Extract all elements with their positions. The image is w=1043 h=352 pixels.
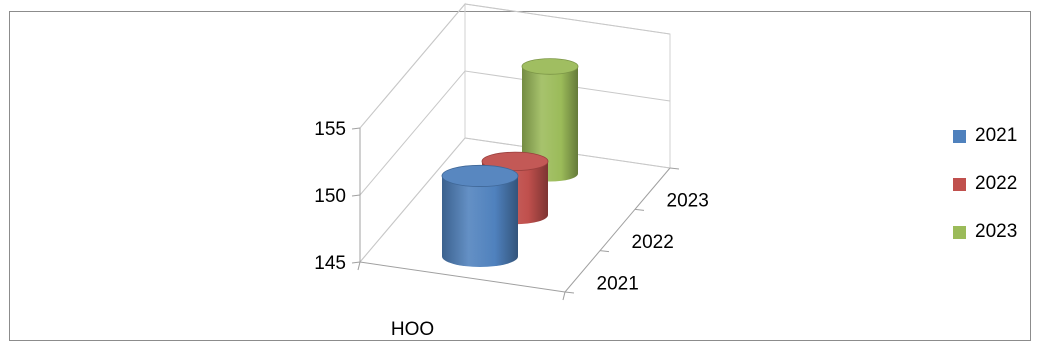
depth-tick: [599, 250, 610, 253]
y-tick: [351, 261, 361, 264]
gridline: [359, 137, 671, 263]
bar-top: [441, 164, 519, 187]
gridlines: [359, 3, 671, 263]
gridline: [359, 70, 671, 196]
axes: [351, 127, 680, 301]
bar-body: [442, 175, 518, 267]
depth-tick: [564, 291, 575, 294]
bar-body: [522, 66, 578, 182]
y-tick: [351, 127, 361, 130]
x-tick: [562, 291, 566, 301]
x-axis-line: [359, 261, 566, 293]
bar-2021: [441, 164, 519, 267]
legend-swatch: [953, 226, 966, 239]
gridline: [359, 3, 671, 129]
y-tick: [351, 194, 361, 197]
legend-swatch: [953, 130, 966, 143]
y-tick-label: 150: [314, 186, 346, 207]
depth-tick-label: 2023: [667, 191, 709, 212]
legend-swatch: [953, 178, 966, 191]
legend-label: 2023: [975, 221, 1018, 242]
depth-tick-label: 2021: [597, 273, 639, 294]
bar-series: [441, 58, 579, 267]
y-tick-label: 145: [314, 253, 346, 274]
legend-label: 2021: [975, 125, 1018, 146]
depth-axis-line: [564, 167, 671, 293]
depth-tick-label: 2022: [632, 232, 674, 253]
bar-2023: [521, 58, 579, 182]
depth-tick: [634, 208, 645, 211]
y-tick-label: 155: [314, 119, 346, 140]
tick-labels: 145 150 155 HOO 2021 2022 2023: [314, 119, 708, 340]
bar-top: [521, 58, 579, 75]
x-tick-label: HOO: [391, 319, 434, 340]
depth-tick: [669, 167, 680, 170]
bar-top: [481, 151, 549, 172]
legend-label: 2022: [975, 173, 1018, 194]
x-tick: [357, 261, 361, 271]
